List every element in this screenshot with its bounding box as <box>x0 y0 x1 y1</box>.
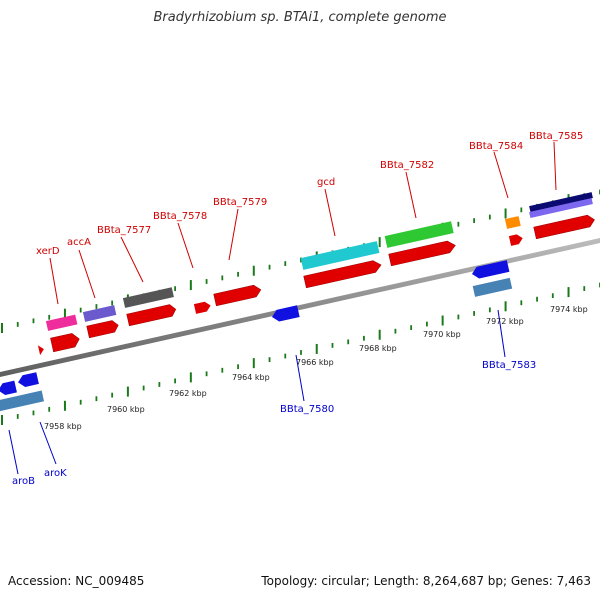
ruler-label: 7972 kbp <box>486 317 524 326</box>
gene-arrow[interactable] <box>37 344 45 356</box>
gene-arrow[interactable] <box>17 372 39 388</box>
gene-label-gcd[interactable]: gcd <box>317 177 335 188</box>
gene-arrow[interactable] <box>126 303 177 327</box>
gene-box[interactable] <box>0 390 45 412</box>
label-leaders <box>8 141 557 475</box>
genome-stats-text: Topology: circular; Length: 8,264,687 bp… <box>261 574 591 588</box>
gene-arrow[interactable] <box>471 260 510 280</box>
gene-label-aroB[interactable]: aroB <box>12 476 35 487</box>
gene-label-bbta-7582[interactable]: BBta_7582 <box>380 160 434 171</box>
ruler-label: 7964 kbp <box>232 373 270 382</box>
genome-backbone <box>0 238 600 377</box>
gene-arrow[interactable] <box>271 305 300 323</box>
ruler-label: 7958 kbp <box>44 422 82 431</box>
gene-box[interactable] <box>529 198 593 218</box>
gene-label-bbta-7579[interactable]: BBta_7579 <box>213 197 267 208</box>
gene-box[interactable] <box>45 314 78 331</box>
gene-box[interactable] <box>504 216 521 229</box>
reverse-gene-labels: aroB aroK BBta_7580 BBta_7583 <box>12 360 536 487</box>
ruler-label: 7960 kbp <box>107 405 145 414</box>
accession-text: Accession: NC_009485 <box>8 574 145 588</box>
gene-label-bbta-7584[interactable]: BBta_7584 <box>469 141 523 152</box>
genome-title: Bradyrhizobium sp. BTAi1, complete genom… <box>153 10 447 25</box>
gene-label-bbta-7583[interactable]: BBta_7583 <box>482 360 536 371</box>
gene-features <box>0 192 596 412</box>
gene-arrow[interactable] <box>508 233 524 246</box>
ruler-label: 7962 kbp <box>169 389 207 398</box>
gene-box[interactable] <box>384 221 454 248</box>
gene-label-bbta-7577[interactable]: BBta_7577 <box>97 225 151 236</box>
gene-label-xerD[interactable]: xerD <box>36 246 60 257</box>
gene-label-bbta-7585[interactable]: BBta_7585 <box>529 131 583 142</box>
forward-gene-labels: xerD accA BBta_7577 BBta_7578 BBta_7579 … <box>36 131 583 257</box>
gene-arrow[interactable] <box>213 284 262 307</box>
gene-label-aroK[interactable]: aroK <box>44 468 67 479</box>
ruler-label: 7966 kbp <box>296 358 334 367</box>
gene-arrow[interactable] <box>533 214 596 240</box>
gene-box[interactable] <box>122 287 174 308</box>
ruler-label: 7968 kbp <box>359 344 397 353</box>
gene-label-bbta-7580[interactable]: BBta_7580 <box>280 404 334 415</box>
ruler-label: 7974 kbp <box>550 305 588 314</box>
gene-arrow[interactable] <box>303 259 383 289</box>
gene-arrow[interactable] <box>388 240 457 267</box>
gene-box[interactable] <box>529 192 593 212</box>
ruler-label: 7970 kbp <box>423 330 461 339</box>
gene-label-accA[interactable]: accA <box>67 237 91 248</box>
gene-box[interactable] <box>472 277 513 297</box>
gene-arrow[interactable] <box>0 380 17 397</box>
gene-arrow[interactable] <box>50 332 80 353</box>
gene-label-bbta-7578[interactable]: BBta_7578 <box>153 211 207 222</box>
gene-arrow[interactable] <box>193 301 212 314</box>
ruler-labels: 7958 kbp 7960 kbp 7962 kbp 7964 kbp 7966… <box>44 305 588 431</box>
gene-box[interactable] <box>300 241 380 270</box>
gene-arrow[interactable] <box>86 319 120 339</box>
gene-box[interactable] <box>82 305 117 322</box>
